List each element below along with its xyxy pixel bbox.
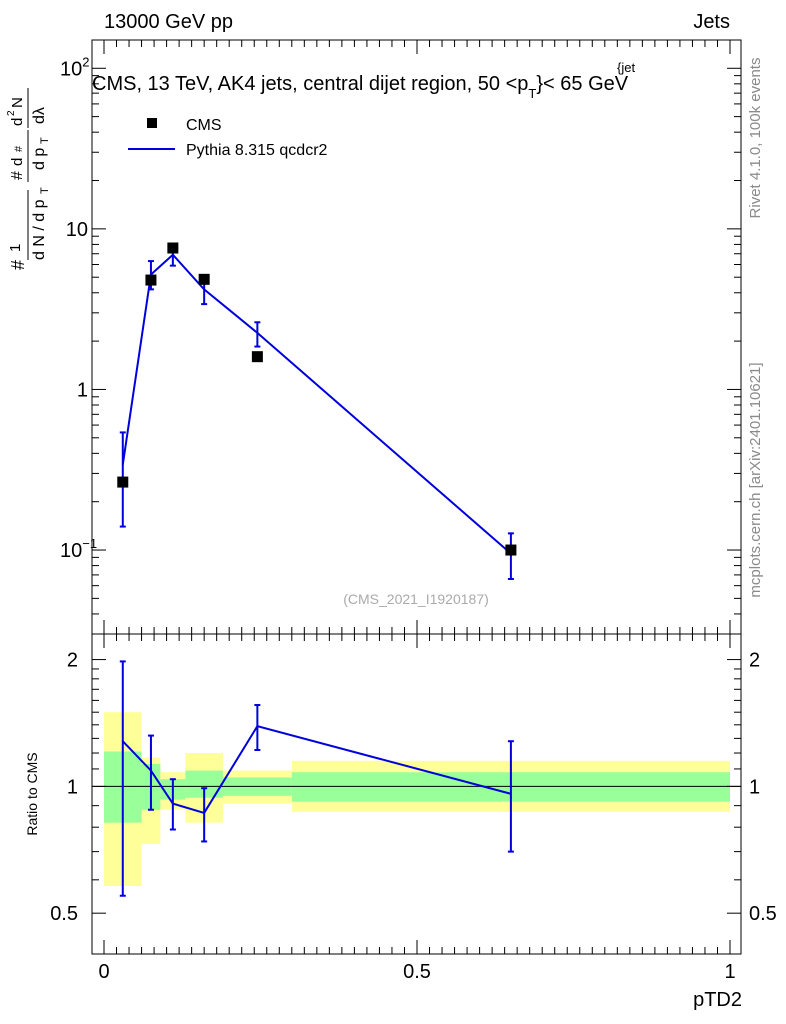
y-tick-label-main-1: 1 <box>77 379 88 401</box>
svg-text:d N / d p: d N / d p <box>31 199 48 260</box>
uncertainty-bands <box>104 712 730 887</box>
data-series-main <box>117 242 517 556</box>
legend-cms-marker <box>147 118 157 128</box>
svg-text:#: # <box>9 171 26 180</box>
y-tick-base: 10 <box>60 58 82 80</box>
mc-line-ratio <box>122 724 512 815</box>
data-point-1 <box>145 274 157 286</box>
mc-series-main <box>119 245 514 581</box>
y-tick-label-ratio-right-1: 1 <box>749 776 760 798</box>
svg-text:T: T <box>39 187 51 194</box>
svg-text:T: T <box>39 137 51 144</box>
y-tick-label-ratio-left-0: 0.5 <box>50 903 78 925</box>
y-tick-label-ratio-left-1: 1 <box>67 776 78 798</box>
mc-line-main <box>121 253 512 555</box>
mc-series-ratio <box>119 660 514 897</box>
ratio-axis-ticks: 0.5 0.5 1 1 2 2 0 0.5 1 <box>50 634 777 983</box>
data-point-2 <box>167 242 179 254</box>
svg-text:#: # <box>8 260 28 270</box>
x-tick-label-2: 1 <box>724 961 735 983</box>
legend-cms-label: CMS <box>186 117 222 134</box>
plot-title: CMS, 13 TeV, AK4 jets, central dijet reg… <box>92 73 629 101</box>
y-axis-title-main: # 1 d N / d p T # d d p T # d 2 N dλ <box>6 88 51 270</box>
mcplots-label: mcplots.cern.ch [arXiv:2401.10621] <box>747 362 764 597</box>
analysis-id: (CMS_2021_I1920187) <box>343 591 489 607</box>
data-point-4 <box>251 351 263 363</box>
svg-text:d p: d p <box>31 148 48 170</box>
y-tick-base: 10 <box>60 540 82 562</box>
x-tick-label-1: 0.5 <box>403 961 431 983</box>
y-tick-label-main-3: 102 <box>60 54 89 80</box>
x-axis-title: pTD2 <box>693 989 742 1011</box>
y-tick-label-main-0: 10−1 <box>60 536 97 562</box>
svg-text:#: # <box>13 145 25 152</box>
y-tick-exponent: −1 <box>82 536 97 551</box>
plot-title-sub: T <box>528 86 536 101</box>
y-tick-label-ratio-left-2: 2 <box>67 650 78 672</box>
y-tick-label-ratio-right-2: 2 <box>749 650 760 672</box>
svg-text:d: d <box>9 158 26 166</box>
data-point-3 <box>198 273 210 285</box>
svg-text:d: d <box>9 118 26 126</box>
svg-text:N: N <box>9 97 26 108</box>
svg-text:dλ: dλ <box>31 107 48 124</box>
y-tick-base: 1 <box>77 379 88 401</box>
y-tick-label-main-2: 10 <box>66 219 88 241</box>
svg-text:1: 1 <box>7 244 24 252</box>
y-tick-exponent: 2 <box>82 54 89 69</box>
data-point-5 <box>505 544 517 556</box>
y-tick-base: 10 <box>66 219 88 241</box>
data-point-0 <box>117 476 129 488</box>
rivet-label: Rivet 4.1.0, 100k events <box>747 58 764 219</box>
plot-title-tail: }< 65 GeV <box>536 73 628 95</box>
legend-mc-label: Pythia 8.315 qcdcr2 <box>186 142 328 159</box>
plot-title-sup: {jet <box>617 60 635 75</box>
y-axis-title-ratio: Ratio to CMS <box>24 752 40 835</box>
header-left: 13000 GeV pp <box>104 11 233 33</box>
y-tick-label-ratio-right-0: 0.5 <box>749 903 777 925</box>
header-right: Jets <box>693 11 730 33</box>
plot-title-main: CMS, 13 TeV, AK4 jets, central dijet reg… <box>92 73 528 95</box>
x-tick-label-0: 0 <box>98 961 109 983</box>
svg-text:2: 2 <box>6 110 17 116</box>
